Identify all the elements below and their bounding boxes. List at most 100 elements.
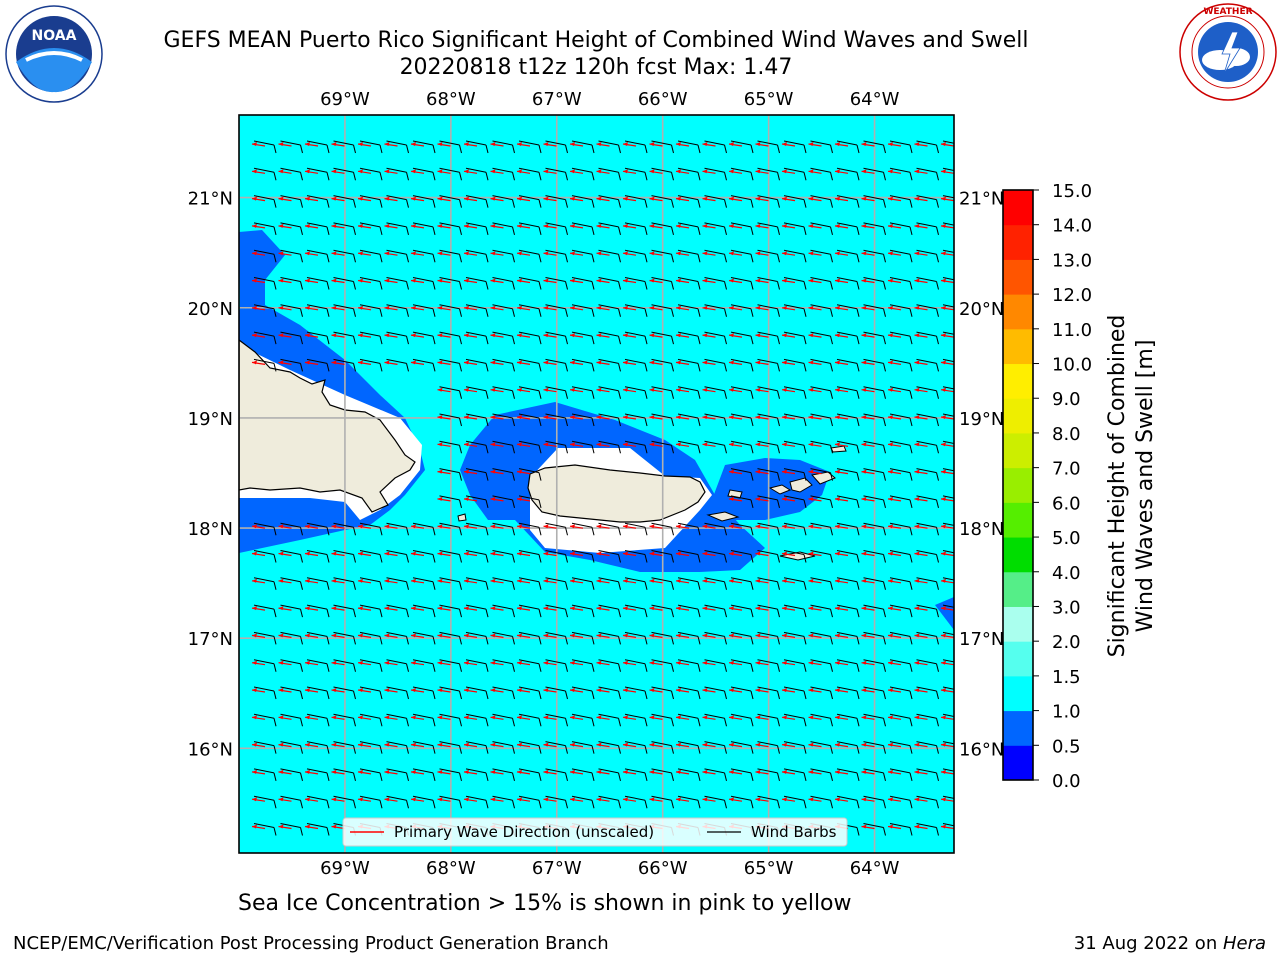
wave-arrowhead <box>649 360 655 365</box>
wave-arrowhead <box>914 223 920 228</box>
wave-arrowhead <box>305 688 310 692</box>
wind-barb-feather <box>963 145 965 153</box>
wind-barb <box>783 140 805 146</box>
wave-arrowhead <box>278 305 284 310</box>
wind-barb <box>439 604 460 610</box>
wind-barb-feather <box>963 609 965 617</box>
wind-barb <box>386 304 407 310</box>
wave-arrowhead <box>676 223 681 228</box>
lat-tick-label-left: 18°N <box>188 519 233 540</box>
wind-barb <box>651 277 672 282</box>
lon-tick-label: 68°W <box>426 89 476 110</box>
wind-barb-feather <box>830 581 833 590</box>
wave-arrowhead <box>861 223 867 228</box>
colorbar-tick-label: 5.0 <box>1052 528 1081 549</box>
wave-arrowhead <box>252 660 257 665</box>
wind-barb <box>836 222 858 228</box>
wind-barb <box>253 550 275 555</box>
wave-arrowhead <box>331 742 337 747</box>
wind-barb <box>571 386 593 392</box>
colorbar-tick-label: 10.0 <box>1052 355 1092 376</box>
lon-tick-label: 64°W <box>850 89 900 110</box>
wave-arrowhead <box>623 223 628 228</box>
wind-barb <box>677 768 699 774</box>
wind-barb-feather <box>538 363 542 372</box>
wind-barb <box>757 522 778 528</box>
wind-barb <box>386 577 407 583</box>
wave-arrowhead <box>782 633 787 638</box>
wave-arrowhead <box>914 660 920 665</box>
wind-barb <box>545 222 566 228</box>
wind-barb <box>757 413 778 419</box>
wind-barb-feather <box>406 800 409 809</box>
wind-barb <box>836 468 858 474</box>
wind-barb-feather <box>273 144 277 154</box>
wind-barb <box>492 140 513 146</box>
wave-arrowhead <box>835 688 840 692</box>
wind-barb-feather <box>353 308 356 317</box>
wind-barb <box>677 358 699 364</box>
wind-barb <box>545 440 566 446</box>
wave-arrowhead <box>888 769 893 774</box>
wind-barb <box>942 823 954 827</box>
wave-arrowhead <box>702 551 708 556</box>
wave-arrowhead <box>782 442 787 447</box>
wind-barb-feather <box>591 308 595 317</box>
wave-arrowhead <box>252 715 257 720</box>
wind-barb <box>783 249 805 255</box>
wind-barb <box>704 795 725 801</box>
wind-barb <box>836 304 858 310</box>
wind-barb-feather <box>856 445 860 454</box>
wind-barb <box>810 167 831 173</box>
wind-barb-feather <box>538 417 542 427</box>
wind-barb-feather <box>644 554 648 563</box>
wind-barb-feather <box>697 581 701 590</box>
wind-barb <box>677 195 699 201</box>
wind-barb-feather <box>273 772 277 782</box>
wind-barb <box>280 522 301 528</box>
wind-barb <box>571 577 593 583</box>
wind-barb-feather <box>909 144 913 154</box>
wind-barb-feather <box>671 636 674 645</box>
wave-arrowhead <box>676 360 681 365</box>
wave-arrowhead <box>252 551 257 556</box>
colorbar-segment <box>1003 537 1033 573</box>
wave-arrowhead <box>278 688 284 692</box>
wind-barb <box>863 768 884 774</box>
wave-arrowhead <box>358 223 363 228</box>
wind-barb <box>412 304 434 310</box>
wave-arrowhead <box>384 278 390 283</box>
wind-barb-feather <box>724 226 727 236</box>
wave-arrowhead <box>384 742 390 747</box>
wind-barb <box>863 413 884 419</box>
wind-barb <box>889 167 911 173</box>
wind-barb-feather <box>644 281 648 290</box>
wind-barb-feather <box>565 445 568 454</box>
wind-barb-feather <box>512 199 515 208</box>
wind-barb-feather <box>432 199 436 208</box>
wind-barb <box>704 741 725 747</box>
wind-barb-feather <box>512 308 515 317</box>
colorbar-segment <box>1003 571 1033 607</box>
wind-barb <box>916 277 937 282</box>
wind-barb <box>439 468 460 474</box>
wind-barb-feather <box>538 718 542 727</box>
wind-barb-feather <box>326 281 330 290</box>
wind-barb-feather <box>512 663 515 672</box>
wind-barb-feather <box>485 335 489 345</box>
wind-barb-feather <box>406 281 409 290</box>
wave-arrowhead <box>782 524 787 529</box>
wave-arrowhead <box>649 578 655 583</box>
wave-arrowhead <box>888 660 893 665</box>
wind-barb <box>704 659 725 665</box>
wind-barb <box>333 140 354 146</box>
wind-barb-feather <box>353 581 356 590</box>
wind-barb <box>730 550 752 555</box>
wind-barb-feather <box>909 690 913 700</box>
wave-arrowhead <box>278 769 284 774</box>
wind-barb-feather <box>591 663 595 672</box>
lon-tick-label: 67°W <box>532 858 582 879</box>
wind-barb <box>730 741 752 747</box>
wind-barb-feather <box>459 308 462 317</box>
wind-barb-feather <box>856 663 860 672</box>
